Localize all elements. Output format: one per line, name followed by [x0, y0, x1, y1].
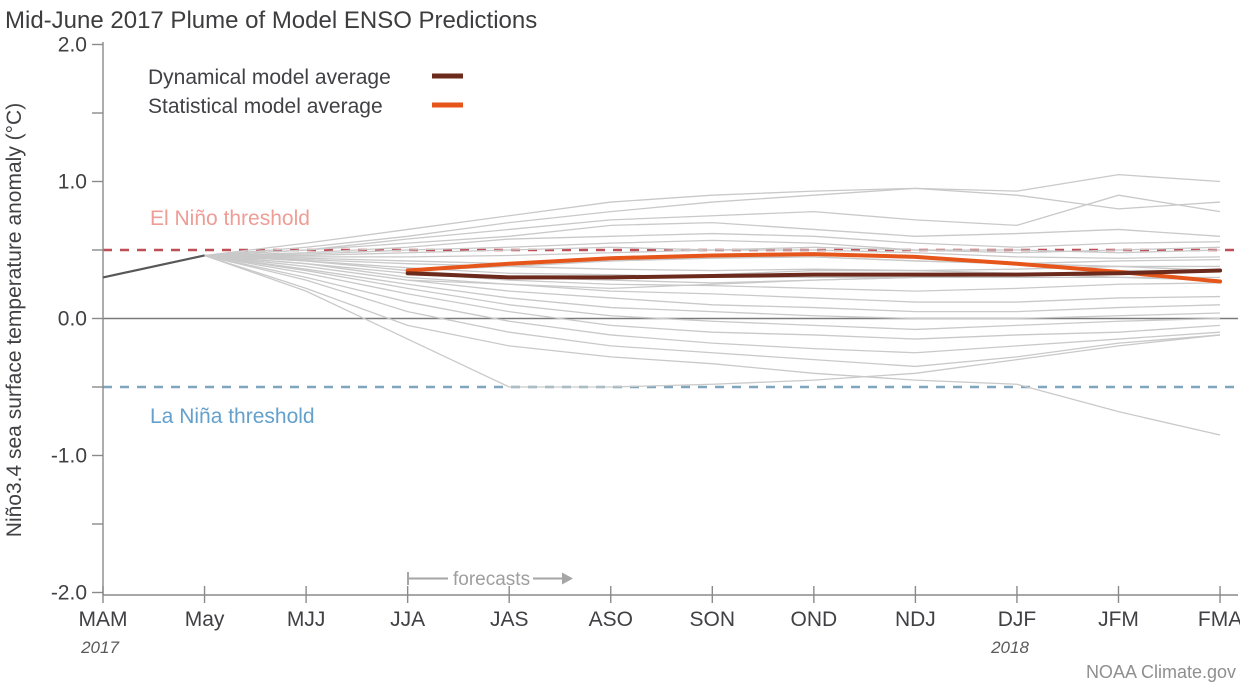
legend: Dynamical model average Statistical mode…	[148, 66, 463, 118]
model-forecast-line	[204, 194, 1221, 257]
x-tick-label: JFM	[1098, 608, 1139, 631]
x-tick-label: OND	[791, 608, 838, 631]
model-forecast-line	[204, 232, 1221, 257]
x-tick-label: NDJ	[895, 608, 936, 631]
y-tick-label: 1.0	[58, 171, 87, 194]
model-forecast-line	[204, 254, 1221, 340]
year-label-2017: 2017	[80, 638, 119, 657]
model-forecast-line	[204, 187, 1221, 257]
x-tick-label: May	[185, 608, 225, 631]
axes: 2.0 1.0 0.0 -1.0 -2.0 MAM May MJJ JJA JAS ASO SON O…	[51, 34, 1240, 632]
model-forecast-line	[204, 221, 1221, 257]
model-forecast-line	[204, 254, 1221, 313]
y-tick-label: 2.0	[58, 34, 87, 57]
observed-line	[102, 254, 205, 279]
model-forecast-line	[204, 254, 1221, 368]
x-axis-ticks: MAM May MJJ JJA JAS ASO SON OND NDJ DJF JFM FMA	[79, 586, 1240, 631]
y-axis-title: Niño3.4 sea surface temperature anomaly …	[3, 103, 26, 537]
y-tick-label: -1.0	[51, 445, 87, 468]
x-tick-label: JAS	[490, 608, 529, 631]
statistical-average-line	[405, 252, 1223, 284]
x-tick-label: SON	[690, 608, 736, 631]
x-tick-label: MAM	[79, 608, 128, 631]
model-forecast-line	[204, 254, 1221, 436]
chart-title: Mid-June 2017 Plume of Model ENSO Predic…	[5, 7, 537, 34]
y-tick-label: -2.0	[51, 582, 87, 605]
la-nina-threshold-label: La Niña threshold	[150, 405, 315, 428]
model-plume-lines	[204, 173, 1221, 436]
model-forecast-line	[204, 254, 1221, 303]
year-label-2018: 2018	[990, 638, 1029, 657]
model-forecast-line	[204, 254, 1221, 388]
el-nino-threshold-label: El Niño threshold	[150, 207, 310, 230]
legend-label-statistical: Statistical model average	[148, 95, 383, 118]
forecasts-annotation: forecasts	[407, 569, 573, 590]
model-forecast-line	[204, 254, 1221, 265]
y-axis-ticks: 2.0 1.0 0.0 -1.0 -2.0	[51, 34, 103, 605]
model-forecast-line	[204, 254, 1221, 320]
legend-label-dynamical: Dynamical model average	[148, 66, 391, 89]
observed-line-group	[102, 254, 205, 279]
model-forecast-line	[204, 254, 1221, 331]
model-forecast-line	[204, 254, 1221, 354]
dynamical-average-line	[405, 268, 1223, 280]
y-tick-label: 0.0	[58, 308, 87, 331]
x-tick-label: ASO	[589, 608, 633, 631]
model-forecast-line	[204, 173, 1221, 257]
forecasts-label: forecasts	[453, 569, 530, 590]
model-forecast-line	[204, 239, 1221, 257]
model-forecast-line	[204, 254, 1221, 284]
model-forecast-line	[204, 254, 1221, 292]
model-forecast-line	[204, 249, 1221, 259]
x-tick-label: MJJ	[287, 608, 326, 631]
x-tick-label: JJA	[390, 608, 425, 631]
x-tick-label: FMA	[1198, 608, 1240, 631]
credit-text: NOAA Climate.gov	[1086, 662, 1236, 682]
model-forecast-line	[407, 256, 1221, 272]
x-tick-label: DJF	[998, 608, 1037, 631]
model-average-lines	[405, 252, 1223, 284]
forecast-arrowhead-icon	[562, 572, 573, 585]
